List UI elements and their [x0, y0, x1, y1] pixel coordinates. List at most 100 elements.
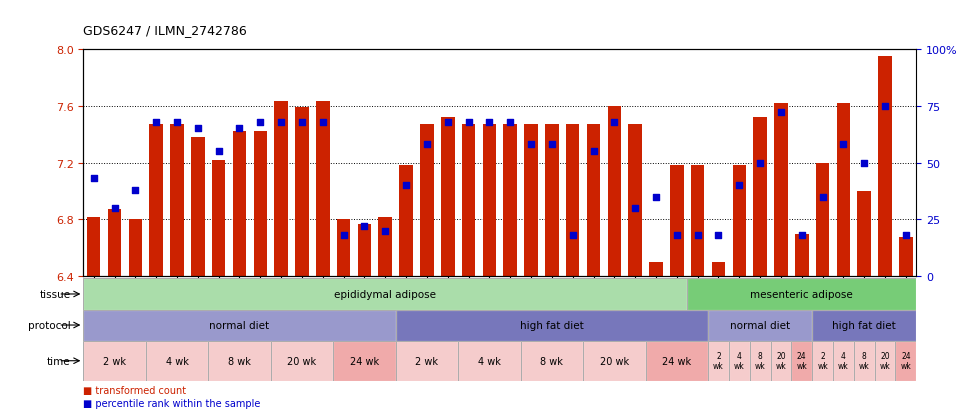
Text: high fat diet: high fat diet: [832, 320, 896, 330]
Text: 8
wk: 8 wk: [755, 351, 765, 370]
Bar: [732, 166, 746, 277]
Bar: [441, 118, 455, 277]
Bar: [337, 220, 351, 277]
Text: 24
wk: 24 wk: [797, 351, 808, 370]
Bar: [670, 166, 684, 277]
Bar: [628, 125, 642, 277]
Bar: [854, 341, 875, 381]
Text: protocol: protocol: [28, 320, 71, 330]
Bar: [565, 125, 579, 277]
Text: 8 wk: 8 wk: [228, 356, 251, 366]
Bar: [87, 217, 101, 277]
Bar: [687, 279, 916, 310]
Bar: [459, 341, 520, 381]
Point: [814, 194, 830, 201]
Point: [503, 119, 518, 126]
Text: 4 wk: 4 wk: [166, 356, 188, 366]
Bar: [316, 102, 329, 277]
Bar: [709, 341, 729, 381]
Bar: [646, 341, 709, 381]
Point: [857, 160, 872, 166]
Point: [898, 233, 913, 239]
Bar: [171, 125, 184, 277]
Bar: [520, 341, 583, 381]
Bar: [254, 132, 268, 277]
Bar: [270, 341, 333, 381]
Bar: [899, 237, 912, 277]
Point: [190, 126, 206, 132]
Bar: [209, 341, 270, 381]
Bar: [149, 125, 163, 277]
Bar: [815, 163, 829, 277]
Bar: [108, 210, 122, 277]
Bar: [274, 102, 288, 277]
Bar: [833, 341, 854, 381]
Bar: [83, 310, 396, 341]
Bar: [333, 341, 396, 381]
Text: high fat diet: high fat diet: [520, 320, 584, 330]
Bar: [399, 166, 413, 277]
Bar: [837, 104, 851, 277]
Text: GDS6247 / ILMN_2742786: GDS6247 / ILMN_2742786: [83, 24, 247, 37]
Point: [877, 103, 893, 109]
Bar: [608, 107, 621, 277]
Point: [273, 119, 289, 126]
Point: [836, 142, 852, 148]
Text: 24 wk: 24 wk: [662, 356, 691, 366]
Bar: [83, 310, 396, 341]
Point: [107, 205, 122, 212]
Point: [648, 194, 663, 201]
Text: ■ percentile rank within the sample: ■ percentile rank within the sample: [83, 398, 261, 408]
Bar: [792, 341, 812, 381]
Bar: [770, 341, 792, 381]
Bar: [146, 341, 209, 381]
Bar: [854, 341, 875, 381]
Bar: [128, 220, 142, 277]
Bar: [209, 341, 270, 381]
Text: 20
wk: 20 wk: [880, 351, 891, 370]
Point: [170, 119, 185, 126]
Text: 4
wk: 4 wk: [838, 351, 849, 370]
Point: [544, 142, 560, 148]
Bar: [729, 341, 750, 381]
Bar: [270, 341, 333, 381]
Bar: [504, 125, 517, 277]
Bar: [396, 310, 709, 341]
Text: 2
wk: 2 wk: [817, 351, 828, 370]
Bar: [459, 341, 520, 381]
Point: [627, 205, 643, 212]
Text: 4 wk: 4 wk: [478, 356, 501, 366]
Point: [731, 183, 747, 189]
Bar: [875, 341, 896, 381]
Text: normal diet: normal diet: [730, 320, 790, 330]
Bar: [378, 217, 392, 277]
Bar: [83, 341, 146, 381]
Point: [710, 233, 726, 239]
Point: [440, 119, 456, 126]
Text: 24
wk: 24 wk: [901, 351, 911, 370]
Bar: [545, 125, 559, 277]
Bar: [146, 341, 209, 381]
Point: [586, 148, 602, 155]
Bar: [729, 341, 750, 381]
Bar: [709, 310, 812, 341]
Bar: [232, 132, 246, 277]
Point: [377, 228, 393, 235]
Bar: [295, 108, 309, 277]
Text: 20
wk: 20 wk: [775, 351, 786, 370]
Bar: [691, 166, 705, 277]
Bar: [812, 341, 833, 381]
Bar: [583, 341, 646, 381]
Bar: [792, 341, 812, 381]
Bar: [750, 341, 770, 381]
Bar: [524, 125, 538, 277]
Bar: [212, 160, 225, 277]
Bar: [795, 234, 808, 277]
Bar: [358, 224, 371, 277]
Text: ■ transformed count: ■ transformed count: [83, 385, 186, 395]
Point: [773, 110, 789, 116]
Bar: [812, 310, 916, 341]
Bar: [896, 341, 916, 381]
Bar: [709, 341, 729, 381]
Point: [211, 148, 226, 155]
